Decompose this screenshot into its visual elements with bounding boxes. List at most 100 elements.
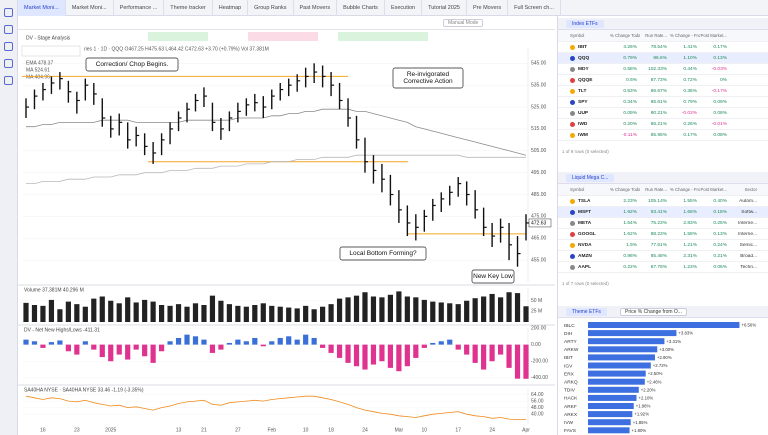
drawing-tools[interactable] [21, 45, 81, 57]
watchlist-header: Index ETFs [558, 18, 768, 30]
stage-band [338, 32, 428, 41]
table-row[interactable]: IBIT 3.26% 78.54% 1.41% 0.17% [558, 42, 768, 53]
theme-symbol: IVW [564, 420, 574, 426]
table-row[interactable]: TSLA 2.23% 105.14% 1.55% 0.40% Autom... [558, 196, 768, 207]
table-row[interactable]: MSFT 1.92% 93.41% 1.66% 0.18% Softw... [558, 207, 768, 218]
tab[interactable]: Theme tracker [164, 0, 213, 16]
x-tick-label: 17 [455, 427, 461, 433]
theme-header: Theme ETFs Price % Change from O... [558, 306, 768, 318]
bar [65, 344, 71, 352]
table-row[interactable]: META 1.64% 75.23% 2.83% 0.25% Interne... [558, 218, 768, 229]
cell: 0.17% [700, 45, 730, 50]
bar [430, 342, 436, 345]
icon[interactable] [4, 59, 13, 68]
symbol-icon [570, 121, 575, 127]
bar [370, 344, 377, 365]
symbol-cell: IWM [558, 132, 610, 138]
theme-symbol: HACK [564, 396, 578, 402]
tab[interactable]: Group Ranks [248, 0, 294, 16]
bar [23, 339, 29, 345]
cell-text: 88.23% [650, 231, 667, 237]
bar [506, 344, 512, 368]
tab[interactable]: Past Movers [294, 0, 338, 16]
bar [455, 304, 461, 322]
theme-bar [588, 427, 630, 434]
y-tick-label: -200.00 [531, 359, 548, 365]
tab[interactable]: Market Moni... [18, 0, 66, 16]
ma-label: MA 524.61 [26, 67, 50, 73]
table-row[interactable]: IWD 0.20% 86.21% 0.26% -0.01% [558, 119, 768, 130]
theme-value: +2.90% [657, 355, 672, 360]
cell: -0.01% [700, 122, 730, 127]
cell-text: 0.13% [713, 55, 727, 61]
metric-select[interactable]: Price % Change from O... [620, 308, 687, 316]
table-row[interactable]: QQQE 0.5% 87.73% 0.72% 0% [558, 75, 768, 86]
watchlist-tab[interactable]: Index ETFs [566, 20, 604, 28]
column-header: % Change Today [610, 33, 640, 38]
stage-band [148, 32, 208, 41]
column-header: % Change - From Open [670, 187, 700, 192]
tab[interactable]: Tutorial 2025 [422, 0, 467, 16]
theme-bar [588, 370, 646, 377]
y-tick-label: 465.00 [531, 236, 547, 242]
bar [472, 344, 478, 363]
cell-text: NVDA [578, 242, 592, 248]
mode-select[interactable]: Manual Mode [443, 19, 484, 27]
line-series [25, 395, 526, 420]
bar [91, 344, 97, 350]
symbol-icon [570, 88, 575, 94]
symbol-cell: GOOGL [558, 231, 610, 237]
icon[interactable] [4, 25, 13, 34]
cell-text: TLT [578, 88, 587, 94]
cell: Techn... [730, 265, 760, 270]
icon[interactable] [4, 8, 13, 17]
table-row[interactable]: IWM -0.11% 85.95% 0.17% 0.08% [558, 130, 768, 141]
table-row[interactable]: GOOGL 1.62% 88.23% 1.58% 0.13% Interne... [558, 229, 768, 240]
table-row[interactable]: NVDA 1.5% 77.51% 1.21% 0.24% Semic... [558, 240, 768, 251]
symbol-icon [570, 44, 575, 50]
bar [125, 344, 131, 360]
cell: 2.83% [670, 221, 700, 226]
table-row[interactable]: UUP 0.09% 90.21% -0.02% 0.08% [558, 108, 768, 119]
cell-text: QQQE [578, 77, 593, 83]
watchlist-tab[interactable]: Liquid Mega C... [566, 174, 615, 182]
table-row[interactable]: SPY 0.34% 85.61% 0.79% 0.09% [558, 97, 768, 108]
tab[interactable]: Full Screen ch... [508, 0, 561, 16]
cell: Broad... [730, 254, 760, 259]
tab[interactable]: Bubble Charts [337, 0, 385, 16]
cell: 0.18% [700, 210, 730, 215]
table-row[interactable]: TLT 0.53% 86.67% 0.36% -0.17% [558, 86, 768, 97]
icon[interactable] [4, 42, 13, 51]
bar [294, 339, 300, 345]
bar [158, 305, 165, 322]
symbol-icon [570, 220, 575, 226]
tab[interactable]: Performance ... [114, 0, 165, 16]
price-tag-box [528, 218, 552, 228]
x-tick-label: 27 [235, 427, 241, 433]
tab[interactable]: Pre Movers [467, 0, 509, 16]
table-row[interactable]: AAPL 0.22% 67.78% 1.23% 0.06% Techn... [558, 262, 768, 273]
watchlist-header: Liquid Mega C... [558, 172, 768, 184]
cell: 75.23% [640, 221, 670, 226]
bar [158, 344, 165, 352]
y-tick-label: 515.00 [531, 126, 547, 132]
cell: -0.11% [610, 133, 640, 138]
tab[interactable]: Heatmap [213, 0, 249, 16]
bar [108, 344, 114, 362]
bar [99, 296, 105, 322]
table-row[interactable]: QQQ 0.79% 86.6% 1.10% 0.13% [558, 53, 768, 64]
theme-value: +1.80% [632, 428, 647, 433]
bar [125, 297, 131, 322]
cell-text: AMZN [578, 253, 592, 259]
tab[interactable]: Execution [385, 0, 423, 16]
table-row[interactable]: AMZN 0.98% 85.48% 2.31% 0.21% Broad... [558, 251, 768, 262]
theme-tab[interactable]: Theme ETFs [566, 308, 607, 316]
icon[interactable] [4, 76, 13, 85]
table-row[interactable]: MDY 0.58% 102.33% 0.44% -0.03% [558, 64, 768, 75]
bar [57, 340, 63, 345]
bar [345, 297, 351, 322]
cell-text: 75.23% [650, 220, 667, 226]
cell: 0.25% [700, 221, 730, 226]
cell-text: -0.17% [711, 88, 727, 94]
tab[interactable]: Market Moni... [66, 0, 114, 16]
